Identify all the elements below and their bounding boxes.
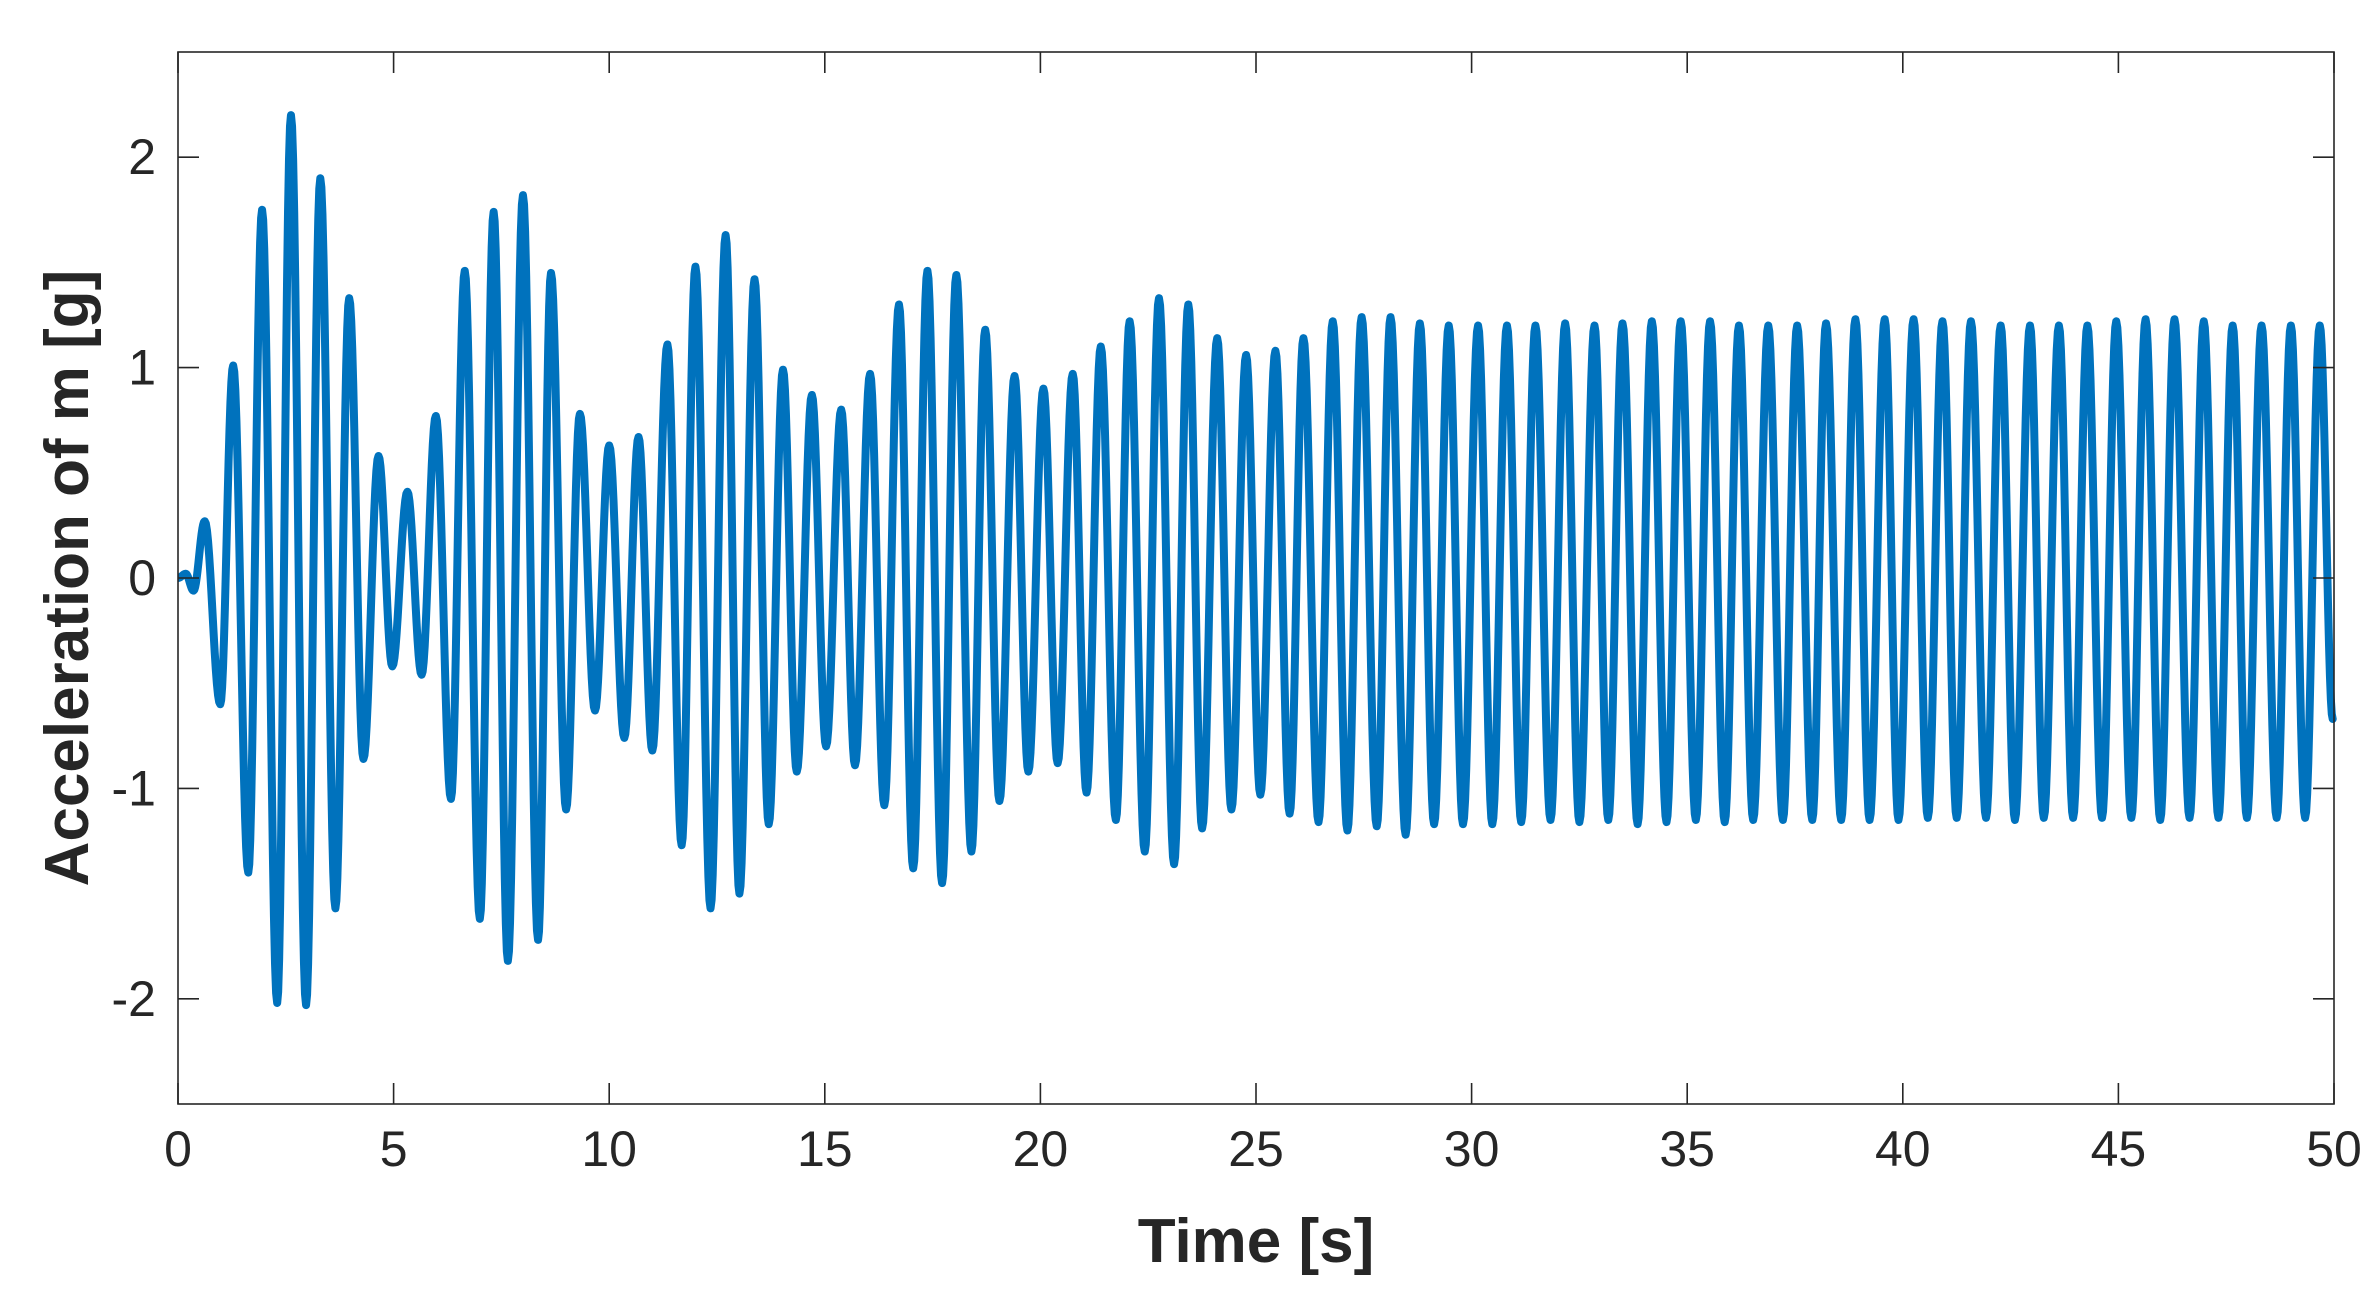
- x-tick-label: 20: [1013, 1121, 1069, 1177]
- x-tick-label: 0: [164, 1121, 192, 1177]
- plot-area: [178, 111, 2337, 1010]
- y-tick-label: 1: [128, 340, 156, 396]
- x-tick-label: 40: [1875, 1121, 1931, 1177]
- x-tick-label: 5: [380, 1121, 408, 1177]
- x-tick-label: 25: [1228, 1121, 1284, 1177]
- series-line-0: [178, 111, 2337, 1010]
- y-tick-label: 0: [128, 550, 156, 606]
- x-tick-label: 30: [1444, 1121, 1500, 1177]
- x-tick-label: 50: [2306, 1121, 2362, 1177]
- tick-marks: [177, 52, 2335, 1104]
- y-tick-label: -1: [112, 760, 156, 816]
- y-axis-title: Acceleration of m [g]: [33, 270, 102, 887]
- x-tick-label: 35: [1659, 1121, 1715, 1177]
- x-tick-label: 45: [2091, 1121, 2147, 1177]
- x-tick-label: 15: [797, 1121, 853, 1177]
- x-tick-label: 10: [581, 1121, 637, 1177]
- y-tick-labels: -2 -1 0 1 2: [112, 129, 156, 1027]
- y-tick-label: 2: [128, 129, 156, 185]
- x-tick-labels: 0 5 10 15 20 25 30 35 40 45 50: [164, 1121, 2362, 1177]
- x-axis-title: Time [s]: [1138, 1207, 1375, 1276]
- y-tick-label: -2: [112, 971, 156, 1027]
